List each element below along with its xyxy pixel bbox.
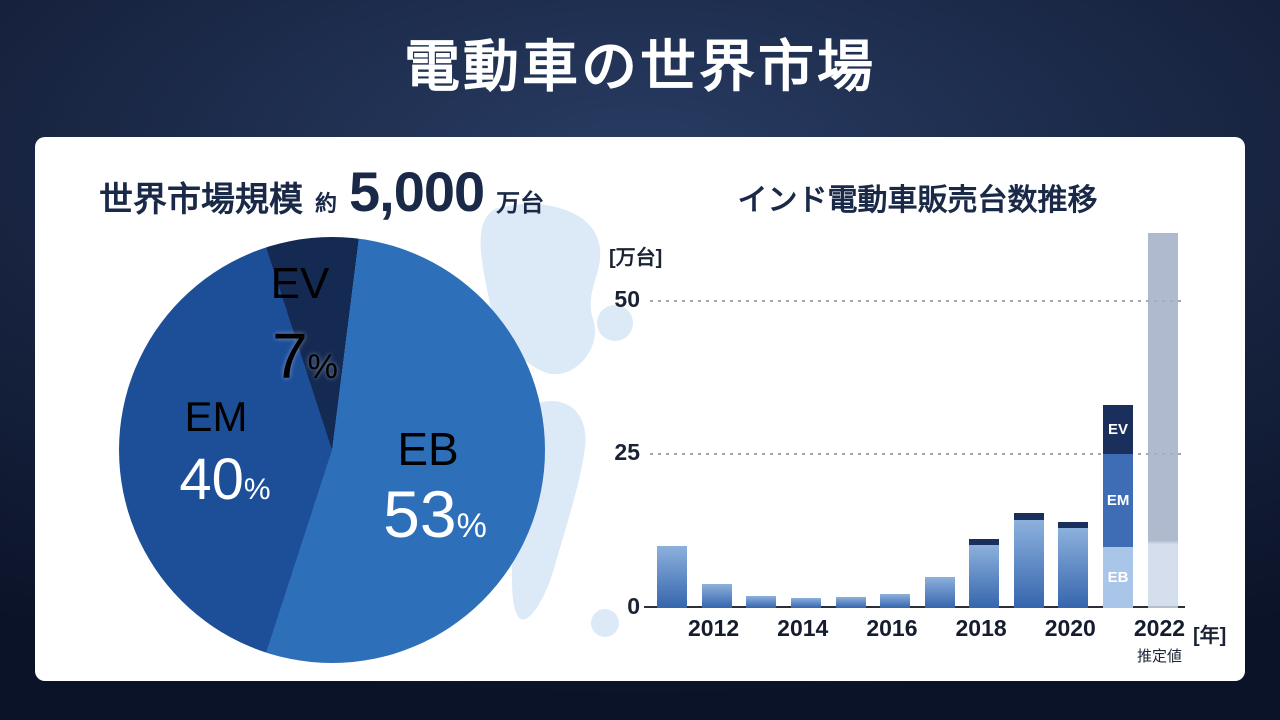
y-tick-0: 0 [627,593,640,619]
bar-segment-2017 [924,577,955,608]
market-size-unit: 万台 [496,190,545,217]
market-size-label: 世界市場規模 [99,181,303,219]
pie-label-eb: EB [397,423,459,475]
x-slot-2022: 2022 推定値 [1134,615,1185,666]
pie-label-ev: EV [270,259,330,308]
pie-value-ev: 7% [272,324,338,388]
y-tick-25: 25 [614,439,640,466]
pie-label-em: EM [184,393,248,440]
x-tick-2018: 2018 [955,615,1007,641]
x-tick-2014: 2014 [777,615,829,641]
bar-segment-2021-ev: EV [1103,405,1134,455]
pie-value-ev-number: 7 [272,320,308,392]
segment-label-em: EM [1106,491,1130,509]
bar-segment-2018 [969,538,1000,546]
pie-heading: 世界市場規模 約 5,000 万台 [99,159,544,224]
pie-value-em: 40% [179,451,270,509]
bar-2011 [650,233,695,608]
x-tick-2020: 2020 [1044,615,1096,641]
pie-value-eb: 53% [383,481,487,547]
y-axis-unit: [万台] [609,247,663,269]
estimate-note: 推定値 [1136,648,1182,665]
x-slot-2020: 2020 [1045,615,1096,666]
x-tick-2016: 2016 [866,615,918,641]
x-slot-2018: 2018 [956,615,1007,666]
bar-segment-2019 [1013,513,1044,521]
bar-2018 [962,233,1007,608]
bar-segment-2013 [746,595,777,608]
x-slot-2021 [1096,615,1134,666]
x-baseline [644,606,1185,608]
bars-layer: EB EM EV [650,233,1185,608]
bar-2017 [917,233,962,608]
x-tick-2022: 2022 [1133,615,1186,641]
pie-value-em-percent: % [243,473,271,506]
y-tick-50: 50 [614,285,640,312]
segment-label-eb: EB [1107,568,1129,586]
market-size-approx: 約 [315,191,338,216]
bar-segment-2022 [1147,233,1178,608]
bar-2021: EB EM EV [1096,233,1141,608]
bar-plot: 0 25 50 EB EM EV [614,233,1185,619]
bar-2019 [1007,233,1052,608]
bar-2020 [1051,233,1096,608]
bar-segment-2014 [791,598,822,608]
x-slot-2012: 2012 [688,615,739,666]
x-slot-2017 [918,615,956,666]
x-axis-unit: [年] [1193,625,1227,647]
bar-segment-2021-em: EM [1103,454,1134,547]
x-tick-2012: 2012 [688,615,740,641]
x-slot-2015 [828,615,866,666]
bar-2013 [739,233,784,608]
bar-chart-title: インド電動車販売台数推移 [737,184,1098,217]
market-size-value: 5,000 [349,160,485,223]
pie-value-eb-percent: % [456,507,487,545]
x-slot-2013 [739,615,777,666]
bar-2022 [1140,233,1185,608]
bar-segment-2011 [657,545,688,608]
bar-segment-2020 [1058,528,1089,608]
bar-2012 [695,233,740,608]
bar-segment-2015 [835,596,866,608]
bar-2016 [873,233,918,608]
bar-segment-2020 [1058,521,1089,529]
bar-segment-2019 [1013,520,1044,608]
bar-2014 [784,233,829,608]
segment-label-ev: EV [1108,421,1129,439]
pie-value-ev-percent: % [307,348,338,386]
grid-layer: 0 25 50 [614,233,1185,619]
bar-segment-2021-eb: EB [1103,546,1134,608]
bar-segment-2016 [880,594,911,608]
bar-segment-2018 [969,545,1000,608]
pie-value-em-number: 40 [179,447,244,512]
bar-2015 [828,233,873,608]
x-slot-2014: 2014 [777,615,828,666]
x-slot-2011 [650,615,688,666]
gridline-50 [650,299,1185,302]
x-slot-2016: 2016 [866,615,917,666]
gridline-25 [650,453,1185,456]
bar-segment-2012 [701,584,732,608]
content-card: 世界市場規模 約 5,000 万台 EV 7% EM 40% EB 53% イン… [35,137,1245,681]
pie-chart: EV 7% EM 40% EB 53% [119,237,545,663]
x-slot-2019 [1007,615,1045,666]
x-axis-labels: 2012 2014 2016 2018 2020 2022 推定値 [650,615,1185,666]
page-title: 電動車の世界市場 [404,35,876,98]
pie-value-eb-number: 53 [383,477,457,551]
